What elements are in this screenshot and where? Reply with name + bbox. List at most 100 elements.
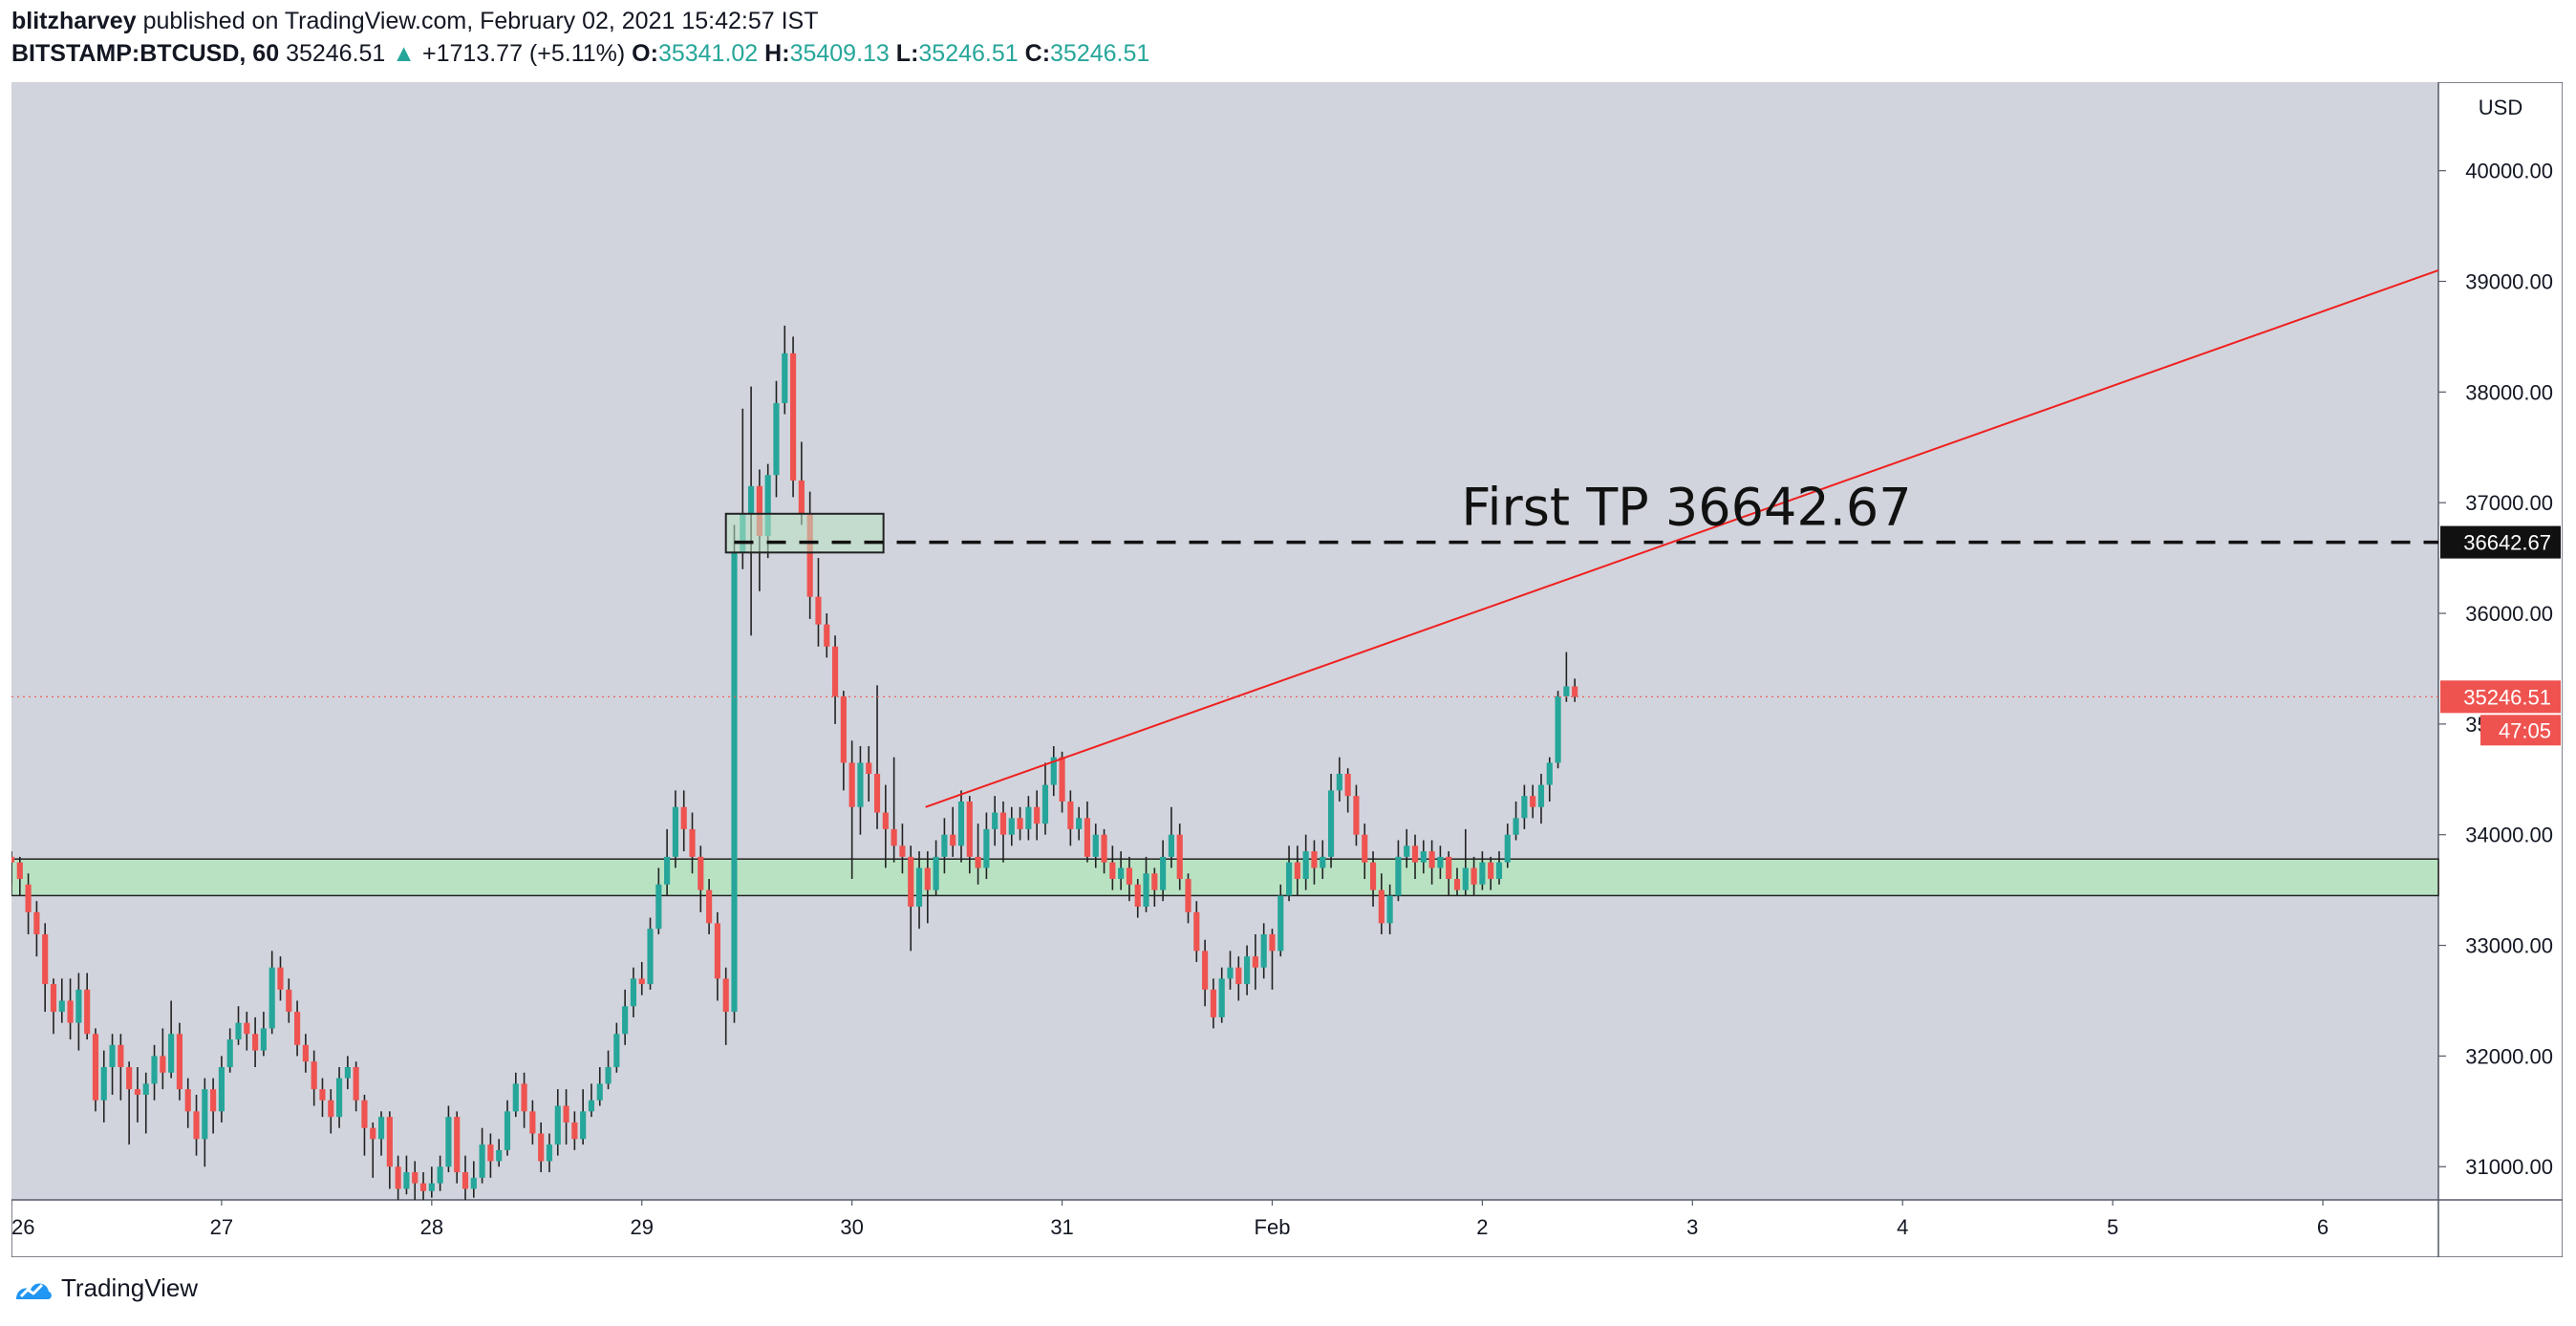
candle-down <box>210 1089 217 1112</box>
candle-up <box>226 1039 233 1067</box>
candle-down <box>454 1117 461 1173</box>
y-tick-label: 32000.00 <box>2465 1044 2553 1068</box>
candle-up <box>1143 873 1149 908</box>
candle-down <box>42 933 49 985</box>
candle-down <box>698 856 704 890</box>
candle-down <box>789 353 797 481</box>
x-tick-label: 6 <box>2317 1215 2329 1239</box>
candle-up <box>428 1183 435 1191</box>
candle-down <box>1453 879 1461 890</box>
candle-up <box>109 1044 116 1067</box>
candle-up <box>1160 856 1167 890</box>
candle-down <box>966 801 973 857</box>
x-tick-label: 26 <box>11 1215 34 1239</box>
candle-up <box>1050 757 1057 785</box>
candle-up <box>1244 956 1251 985</box>
candle-up <box>1076 818 1083 829</box>
chart-svg[interactable]: First TP 36642.67 40000.00 39000.00 38000.0… <box>11 82 2563 1257</box>
plot-area <box>11 82 2438 1200</box>
candle-down <box>924 867 931 890</box>
candle-down <box>126 1066 133 1090</box>
candle-down <box>1470 867 1477 885</box>
candle-down <box>1572 686 1578 697</box>
candle-down <box>462 1172 469 1189</box>
candle-up <box>268 967 275 1029</box>
candle-down <box>412 1172 419 1184</box>
tp-annotation: First TP 36642.67 <box>1461 478 1911 538</box>
candle-down <box>882 812 889 829</box>
candle-down <box>891 828 897 846</box>
candle-down <box>798 481 805 514</box>
candle-down <box>277 967 284 990</box>
candle-up <box>957 801 965 846</box>
candle-down <box>1446 856 1452 880</box>
candle-up <box>983 828 990 868</box>
candle-up <box>933 856 939 890</box>
candle-up <box>1395 856 1402 896</box>
candle-down <box>33 911 40 934</box>
candle-down <box>1210 989 1216 1017</box>
high-label: H: <box>764 40 790 67</box>
candle-down <box>1193 911 1200 952</box>
candle-up <box>1404 845 1410 857</box>
candle-down <box>831 646 839 696</box>
candle-up <box>1227 967 1234 979</box>
candle-down <box>1488 862 1494 880</box>
candle-down <box>1084 818 1091 857</box>
symbol-header: BITSTAMP:BTCUSD, 60 35246.51 ▲ +1713.77 … <box>11 40 1149 68</box>
candle-down <box>689 828 696 857</box>
candle-up <box>1260 933 1267 968</box>
high-value: 35409.13 <box>789 40 890 67</box>
x-tick-label: 5 <box>2107 1215 2118 1239</box>
author-name[interactable]: blitzharvey <box>11 8 137 34</box>
candle-down <box>571 1122 578 1140</box>
entry-zone <box>724 512 885 554</box>
candle-down <box>1176 834 1183 880</box>
candle-up <box>58 1000 65 1013</box>
symbol-name[interactable]: BITSTAMP:BTCUSD, 60 <box>11 40 280 67</box>
x-tick-label: 30 <box>840 1215 863 1239</box>
candle-up <box>596 1083 603 1101</box>
candle-down <box>16 862 23 880</box>
candle-up <box>782 353 788 403</box>
x-tick-label: 3 <box>1686 1215 1698 1239</box>
candle-down <box>950 834 956 846</box>
candle-down <box>1344 774 1351 797</box>
candle-down <box>386 1117 393 1167</box>
price-chart[interactable]: First TP 36642.67 40000.00 39000.00 38000.0… <box>11 82 2563 1257</box>
candle-down <box>538 1133 545 1162</box>
candle-up <box>1277 895 1284 952</box>
candle-down <box>1269 933 1276 952</box>
candle-down <box>353 1066 359 1101</box>
candle-up <box>260 1028 267 1051</box>
candle-down <box>899 845 906 857</box>
candle-down <box>1185 879 1191 912</box>
candle-down <box>361 1100 368 1128</box>
candle-down <box>756 485 762 536</box>
y-tick-label: 38000.00 <box>2465 380 2553 404</box>
candle-down <box>824 624 830 647</box>
candle-down <box>806 513 813 597</box>
candle-down <box>680 806 687 829</box>
last-price-tag <box>2440 680 2561 714</box>
candle-up <box>630 978 637 1007</box>
x-tick-label: 29 <box>630 1215 653 1239</box>
candle-up <box>1555 695 1561 763</box>
countdown-tag <box>2480 715 2561 746</box>
candle-down <box>311 1061 317 1090</box>
candle-down <box>244 1022 250 1035</box>
candle-up <box>546 1144 553 1162</box>
candle-down <box>1235 967 1242 985</box>
open-label: O: <box>632 40 658 67</box>
x-tick-label: 28 <box>420 1215 443 1239</box>
candle-down <box>176 1034 183 1090</box>
low-value: 35246.51 <box>918 40 1019 67</box>
candle-up <box>731 552 738 1013</box>
candle-up <box>377 1117 385 1140</box>
candle-up <box>403 1172 410 1189</box>
candle-down <box>1411 845 1419 863</box>
candle-up <box>605 1066 612 1084</box>
candle-down <box>252 1034 259 1051</box>
tradingview-brand[interactable]: TradingView <box>13 1273 198 1303</box>
candle-down <box>1362 834 1368 863</box>
